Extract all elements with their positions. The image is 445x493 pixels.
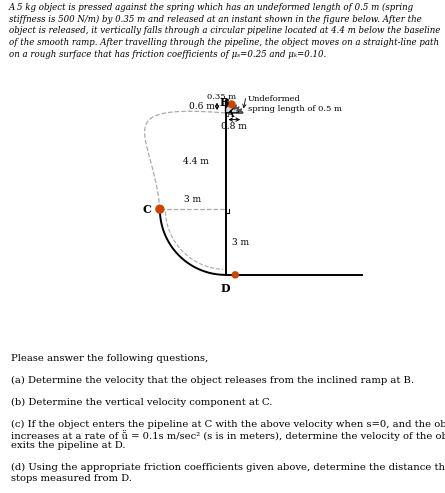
Text: 4.4 m: 4.4 m bbox=[183, 157, 209, 166]
Text: (d) Using the appropriate friction coefficients given above, determine the dista: (d) Using the appropriate friction coeff… bbox=[11, 463, 445, 472]
Text: 3 m: 3 m bbox=[184, 195, 201, 204]
Text: exits the pipeline at D.: exits the pipeline at D. bbox=[11, 441, 125, 450]
Text: D: D bbox=[221, 283, 231, 294]
Text: A 5 kg object is pressed against the spring which has an undeformed length of 0.: A 5 kg object is pressed against the spr… bbox=[9, 2, 440, 59]
Text: stops measured from D.: stops measured from D. bbox=[11, 474, 132, 483]
Text: Undeformed
spring length of 0.5 m: Undeformed spring length of 0.5 m bbox=[247, 95, 341, 113]
Text: A: A bbox=[227, 110, 234, 119]
Text: 0.6 m: 0.6 m bbox=[189, 102, 215, 111]
Text: B: B bbox=[220, 97, 229, 108]
Polygon shape bbox=[226, 100, 243, 113]
Text: C: C bbox=[142, 204, 151, 215]
Circle shape bbox=[228, 101, 235, 107]
Circle shape bbox=[156, 205, 164, 213]
Text: (a) Determine the velocity that the object releases from the inclined ramp at B.: (a) Determine the velocity that the obje… bbox=[11, 376, 414, 385]
Text: 3 m: 3 m bbox=[232, 238, 249, 246]
Text: (b) Determine the vertical velocity component at C.: (b) Determine the vertical velocity comp… bbox=[11, 398, 272, 407]
Text: increases at a rate of ṻ = 0.1s m/sec² (s is in meters), determine the velocity : increases at a rate of ṻ = 0.1s m/sec² (… bbox=[11, 430, 445, 441]
Circle shape bbox=[232, 272, 239, 278]
Text: Please answer the following questions,: Please answer the following questions, bbox=[11, 354, 208, 363]
Text: (c) If the object enters the pipeline at C with the above velocity when s=0, and: (c) If the object enters the pipeline at… bbox=[11, 420, 445, 428]
Text: 0.8 m: 0.8 m bbox=[221, 122, 247, 131]
Text: 0.35 m: 0.35 m bbox=[207, 93, 236, 101]
